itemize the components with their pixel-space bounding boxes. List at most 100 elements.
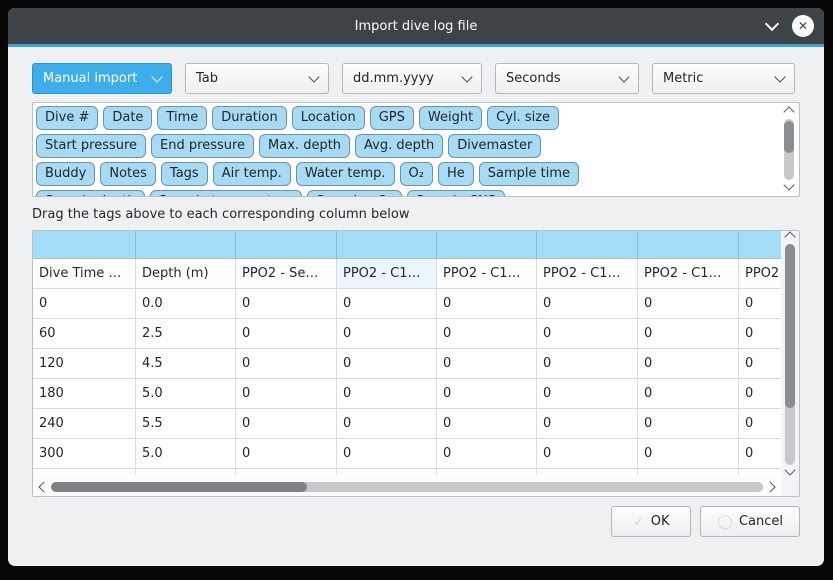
column-header[interactable]: Dive Time …: [33, 259, 136, 289]
titlebar[interactable]: Import dive log file ✕: [8, 8, 824, 44]
tag-buddy[interactable]: Buddy: [36, 162, 96, 186]
drop-zone-cell[interactable]: [739, 231, 781, 259]
ok-check-icon: ✓: [633, 513, 645, 530]
ok-button[interactable]: ✓ OK: [611, 506, 692, 537]
tag-row: Buddy Notes Tags Air temp. Water temp. O₂ He Sa…: [36, 162, 777, 186]
scrollbar-handle[interactable]: [784, 121, 794, 154]
scroll-right-icon[interactable]: [764, 481, 776, 493]
table-cell: 0: [537, 379, 638, 409]
column-header[interactable]: Depth (m): [136, 259, 236, 289]
duration-format-select[interactable]: Seconds: [495, 63, 639, 94]
tag-he[interactable]: He: [437, 162, 474, 186]
scroll-down-icon[interactable]: [783, 179, 795, 191]
table-cell: 0: [537, 289, 638, 319]
table-cell: 0: [337, 409, 437, 439]
cancel-button[interactable]: ◯ Cancel: [700, 506, 800, 537]
scrollbar-track[interactable]: [51, 482, 763, 492]
scroll-down-icon[interactable]: [784, 464, 796, 476]
scroll-up-icon[interactable]: [784, 231, 796, 243]
scrollbar-track[interactable]: [784, 119, 794, 180]
tag-water-temp[interactable]: Water temp.: [295, 162, 395, 186]
tag-dive[interactable]: Dive #: [36, 106, 99, 130]
scrollbar-handle[interactable]: [51, 482, 308, 492]
column-header[interactable]: PPO2 - C1…: [437, 259, 537, 289]
chevron-down-icon[interactable]: [764, 16, 780, 32]
table-cell: 0: [337, 439, 437, 469]
drop-zone-cell[interactable]: [537, 231, 638, 259]
chevron-down-icon: [618, 71, 630, 83]
table-cell: 2.5: [136, 319, 236, 349]
tag-divemaster[interactable]: Divemaster: [448, 134, 542, 158]
tag-duration[interactable]: Duration: [212, 106, 287, 130]
table-cell: 0: [739, 319, 781, 349]
column-header[interactable]: PPO2 - Se…: [236, 259, 337, 289]
table-cell: [739, 469, 781, 475]
tag-air-temp[interactable]: Air temp.: [212, 162, 291, 186]
tag-sample-temperature[interactable]: Sample temperature: [149, 190, 303, 196]
table-cell: 5.5: [136, 409, 236, 439]
scrollbar-track[interactable]: [785, 244, 795, 465]
table-row: 300 5.0 0 0 0 0 0 0: [33, 439, 781, 469]
tag-weight[interactable]: Weight: [418, 106, 483, 130]
table-cell: 0: [638, 379, 739, 409]
table-cell: 0: [739, 379, 781, 409]
table-horizontal-scrollbar[interactable]: [33, 478, 781, 496]
drop-zone-cell[interactable]: [33, 231, 136, 259]
drop-zone-cell[interactable]: [136, 231, 236, 259]
tag-sample-po[interactable]: Sample pO₂: [307, 190, 402, 196]
tag-tags[interactable]: Tags: [160, 162, 208, 186]
tag-max-depth[interactable]: Max. depth: [259, 134, 351, 158]
table-cell: 0: [537, 319, 638, 349]
table-row: 180 5.0 0 0 0 0 0 0: [33, 379, 781, 409]
tag-date[interactable]: Date: [103, 106, 153, 130]
tag-start-pressure[interactable]: Start pressure: [36, 134, 147, 158]
drop-zone-cell[interactable]: [437, 231, 537, 259]
tag-row: Dive # Date Time Duration Location GPS Weight C…: [36, 106, 777, 130]
table-cell: 0: [236, 409, 337, 439]
date-format-select[interactable]: dd.mm.yyyy: [342, 63, 482, 94]
tag-list-scrollbar[interactable]: [781, 106, 797, 193]
table-cell: 0: [236, 319, 337, 349]
duration-format-value: Seconds: [506, 71, 561, 86]
scrollbar-handle[interactable]: [785, 244, 795, 408]
tag-sample-cns[interactable]: Sample CNS: [406, 190, 505, 196]
table-cell: 0: [437, 379, 537, 409]
tag-end-pressure[interactable]: End pressure: [151, 134, 255, 158]
table-cell: [537, 469, 638, 475]
drop-zone-cell[interactable]: [337, 231, 437, 259]
scroll-left-icon[interactable]: [38, 481, 50, 493]
tag-sample-depth[interactable]: Sample depth: [36, 190, 145, 196]
table-vertical-scrollbar[interactable]: [781, 231, 799, 478]
column-header[interactable]: PPO2 - C1…: [537, 259, 638, 289]
import-type-select[interactable]: Manual import: [32, 63, 172, 94]
tag-o[interactable]: O₂: [399, 162, 433, 186]
table-cell: 0: [537, 349, 638, 379]
table-cell: 0: [638, 349, 739, 379]
column-header[interactable]: PPO2 - C1…: [337, 259, 437, 289]
chevron-down-icon: [461, 71, 473, 83]
table-row: 120 4.5 0 0 0 0 0 0: [33, 349, 781, 379]
units-select[interactable]: Metric: [652, 63, 795, 94]
dialog-content: Manual import Tab dd.mm.yyyy Seconds Met…: [8, 47, 824, 537]
column-header[interactable]: PPO2 - C1…: [739, 259, 781, 289]
tag-sample-time[interactable]: Sample time: [478, 162, 580, 186]
tag-notes[interactable]: Notes: [100, 162, 156, 186]
tag-time[interactable]: Time: [157, 106, 208, 130]
tag-location[interactable]: Location: [291, 106, 365, 130]
drop-zone-cell[interactable]: [236, 231, 337, 259]
dialog-buttons: ✓ OK ◯ Cancel: [32, 506, 800, 537]
table-cell: 0: [236, 289, 337, 319]
table-columns-area: Dive Time … Depth (m) PPO2 - Se… PPO2 - C1……: [33, 231, 781, 478]
date-format-value: dd.mm.yyyy: [353, 71, 434, 86]
header-row: Dive Time … Depth (m) PPO2 - Se… PPO2 - C1……: [33, 259, 781, 289]
scroll-up-icon[interactable]: [783, 106, 795, 118]
field-separator-select[interactable]: Tab: [185, 63, 329, 94]
drop-zone-cell[interactable]: [638, 231, 739, 259]
tag-gps[interactable]: GPS: [369, 106, 414, 130]
table-cell: 0: [537, 439, 638, 469]
close-button[interactable]: ✕: [792, 15, 814, 37]
tag-cyl-size[interactable]: Cyl. size: [487, 106, 560, 130]
column-header[interactable]: PPO2 - C1…: [638, 259, 739, 289]
tag-avg-depth[interactable]: Avg. depth: [355, 134, 444, 158]
scrollbar-corner: [781, 478, 799, 496]
